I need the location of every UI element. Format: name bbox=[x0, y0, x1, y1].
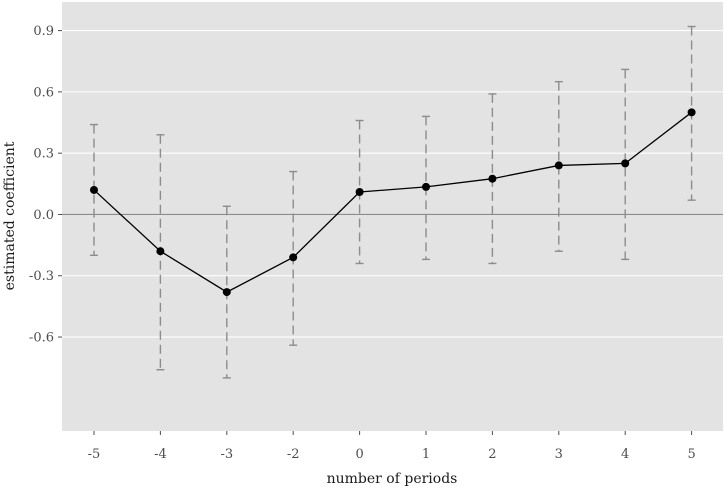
x-tick-label: -4 bbox=[154, 447, 167, 462]
data-point bbox=[621, 159, 630, 168]
x-tick-label: 1 bbox=[422, 447, 430, 462]
error-bar bbox=[621, 68, 630, 261]
y-axis-ticks: -0.6 -0.3 0.0 0.3 0.6 0.9 bbox=[29, 24, 62, 346]
x-axis-title: number of periods bbox=[327, 471, 458, 487]
data-point bbox=[289, 253, 298, 262]
data-point bbox=[222, 288, 231, 297]
plot-panel bbox=[62, 2, 723, 431]
grid-lines bbox=[62, 30, 723, 338]
data-point bbox=[422, 182, 430, 191]
data-point bbox=[488, 174, 497, 183]
x-axis-ticks: -5 -4 -3 -2 0 1 2 3 4 5 bbox=[88, 431, 696, 462]
coefficient-line bbox=[93, 111, 692, 293]
y-tick-label: 0.9 bbox=[33, 24, 54, 39]
x-tick-label: 4 bbox=[621, 447, 629, 462]
x-tick-label: -2 bbox=[287, 447, 300, 462]
x-tick-label: 2 bbox=[488, 447, 496, 462]
data-point bbox=[554, 161, 563, 170]
data-point bbox=[687, 108, 696, 117]
y-tick-label: -0.3 bbox=[29, 269, 54, 284]
series-points bbox=[90, 108, 696, 297]
y-tick-label: 0.0 bbox=[33, 208, 54, 223]
x-tick-label: -3 bbox=[220, 447, 233, 462]
series-line bbox=[93, 111, 692, 293]
x-tick-label: 5 bbox=[687, 447, 695, 462]
y-tick-label: 0.6 bbox=[33, 85, 54, 100]
y-axis-title: estimated coefficient bbox=[2, 141, 18, 290]
data-point bbox=[355, 187, 364, 196]
y-tick-label: 0.3 bbox=[33, 147, 54, 162]
data-point bbox=[90, 185, 98, 194]
data-point bbox=[156, 247, 165, 256]
x-tick-label: -5 bbox=[88, 447, 101, 462]
x-tick-label: 3 bbox=[555, 447, 563, 462]
error-bar bbox=[90, 123, 98, 257]
y-tick-label: -0.6 bbox=[29, 331, 54, 346]
x-tick-label: 0 bbox=[355, 447, 363, 462]
